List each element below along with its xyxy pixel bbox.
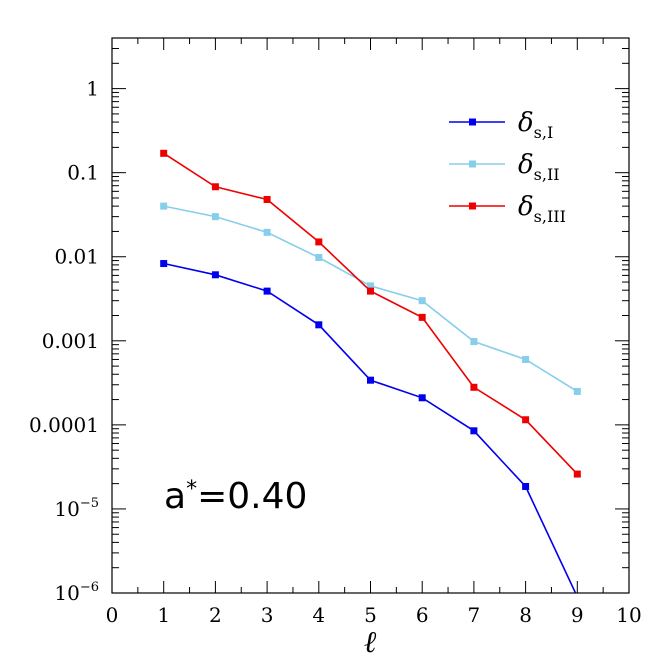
data-point	[315, 238, 323, 246]
data-point	[211, 183, 219, 191]
minor-ticks	[112, 38, 629, 593]
series-line-2	[163, 205, 578, 393]
y-tick-label: 1	[86, 77, 99, 101]
y-tick-label: 0.0001	[29, 413, 99, 437]
data-point	[263, 195, 271, 203]
legend: δs,I δs,II δs,III	[449, 108, 566, 226]
data-point	[263, 287, 271, 295]
x-tick-label: 7	[468, 603, 481, 627]
x-axis-label: ℓ	[364, 625, 377, 660]
y-tick-label: 0.01	[54, 245, 99, 269]
y-tick-label: 10−6	[54, 580, 99, 605]
y-tick-labels: 1 0.1 0.01 0.001 0.0001 10−5 10−6	[29, 77, 99, 605]
data-point	[315, 321, 323, 329]
x-tick-label: 9	[571, 603, 584, 627]
y-tick-label: 0.001	[42, 329, 99, 353]
data-point	[418, 297, 426, 305]
major-ticks	[111, 38, 630, 594]
data-point	[573, 387, 581, 395]
series-line-3	[163, 152, 578, 475]
data-point	[367, 376, 374, 384]
x-tick-labels: 0 1 2 3 4 5 6 7 8 9 10	[106, 603, 642, 627]
data-point	[418, 313, 426, 321]
y-tick-label: 10−5	[54, 496, 99, 521]
legend-marker-2	[469, 160, 476, 168]
legend-label-3: δs,III	[518, 192, 566, 226]
x-tick-label: 8	[519, 603, 532, 627]
data-point	[522, 482, 530, 490]
x-tick-label: 0	[106, 603, 119, 627]
legend-marker-3	[469, 202, 476, 210]
data-point	[522, 355, 530, 363]
series-line-1	[163, 262, 577, 593]
data-point	[160, 260, 168, 268]
data-point	[367, 282, 374, 290]
data-point	[418, 394, 426, 402]
x-tick-label: 2	[209, 603, 222, 627]
data-point	[367, 287, 374, 295]
annotation-a-star: a*=0.40	[164, 476, 307, 517]
x-tick-label: 10	[616, 603, 641, 627]
data-point	[211, 271, 219, 279]
data-point	[160, 202, 168, 210]
data-point	[470, 427, 478, 435]
x-tick-label: 5	[364, 603, 377, 627]
legend-label-1: δs,I	[518, 108, 553, 142]
x-tick-label: 1	[157, 603, 170, 627]
legend-marker-1	[469, 118, 476, 126]
legend-label-2: δs,II	[518, 150, 560, 184]
data-point	[211, 213, 219, 221]
data-point	[315, 253, 323, 261]
x-tick-label: 6	[416, 603, 429, 627]
x-tick-label: 4	[312, 603, 325, 627]
data-point	[470, 383, 478, 391]
y-tick-label: 0.1	[67, 161, 99, 185]
data-point	[470, 338, 478, 346]
data-point	[160, 149, 168, 157]
data-point	[573, 470, 581, 478]
data-point	[522, 416, 530, 424]
plot-frame	[111, 37, 630, 594]
x-tick-label: 3	[261, 603, 274, 627]
series-layer	[160, 149, 581, 593]
data-point	[263, 228, 271, 236]
